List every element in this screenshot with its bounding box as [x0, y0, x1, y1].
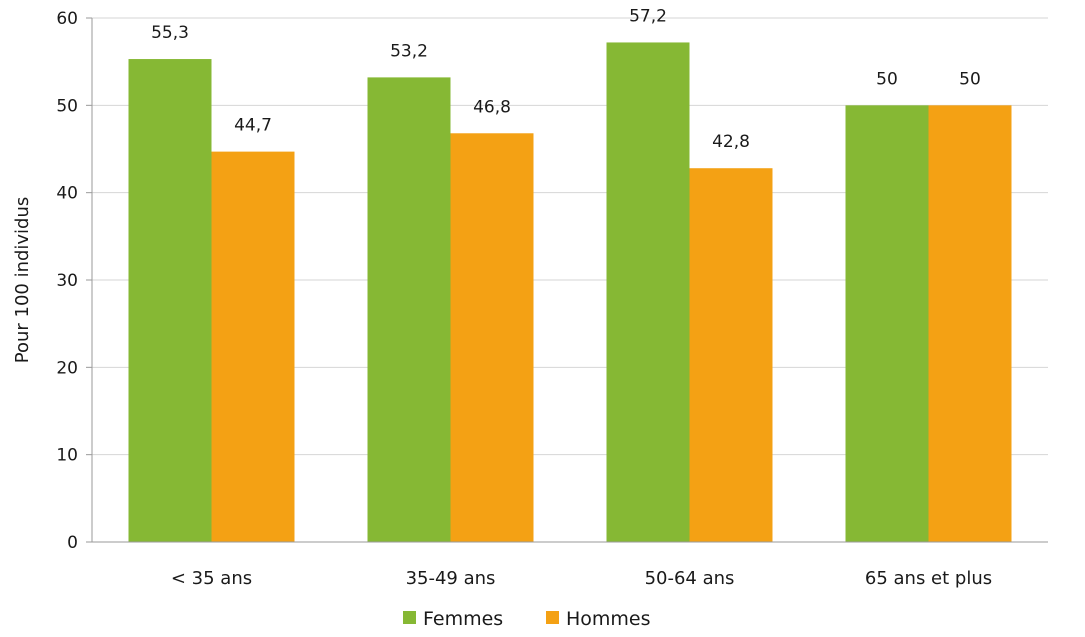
- bar-hommes: [450, 133, 534, 542]
- bar-femmes: [367, 77, 451, 543]
- data-label: 55,3: [151, 23, 189, 43]
- bar-femmes: [128, 59, 212, 543]
- x-tick-label: 65 ans et plus: [865, 568, 992, 589]
- data-label: 53,2: [390, 41, 428, 61]
- legend-swatch-hommes: [546, 611, 559, 624]
- bar-hommes: [689, 168, 773, 543]
- y-tick-label: 20: [56, 358, 78, 378]
- data-labels: 55,3 44,7 53,2 46,8 57,2 42,8 50 50: [151, 6, 981, 152]
- x-tick-label: < 35 ans: [171, 568, 252, 589]
- data-label: 50: [876, 69, 898, 89]
- bar-femmes: [606, 42, 690, 542]
- y-tick-label: 40: [56, 184, 78, 204]
- y-tick-label: 0: [67, 533, 78, 553]
- y-tick-label: 10: [56, 446, 78, 466]
- legend-label-hommes: Hommes: [566, 608, 651, 630]
- y-tick-label: 50: [56, 96, 78, 116]
- data-label: 44,7: [234, 116, 272, 136]
- data-label: 50: [959, 69, 981, 89]
- data-label: 57,2: [629, 6, 667, 26]
- legend-label-femmes: Femmes: [423, 608, 503, 630]
- bars: [128, 42, 1012, 543]
- axes: Pour 100 individus 0 10 20 30 40 50 60 < 35 ans…: [12, 9, 1048, 589]
- legend: Femmes Hommes: [403, 608, 651, 630]
- bar-femmes: [845, 105, 929, 542]
- x-tick-label: 35-49 ans: [406, 568, 496, 589]
- bar-hommes: [211, 151, 295, 542]
- data-label: 46,8: [473, 97, 511, 117]
- legend-swatch-femmes: [403, 611, 416, 624]
- y-axis-title: Pour 100 individus: [12, 197, 33, 364]
- x-tick-label: 50-64 ans: [645, 568, 735, 589]
- y-tick-label: 60: [56, 9, 78, 29]
- data-label: 42,8: [712, 132, 750, 152]
- y-tick-label: 30: [56, 271, 78, 291]
- bar-hommes: [928, 105, 1012, 542]
